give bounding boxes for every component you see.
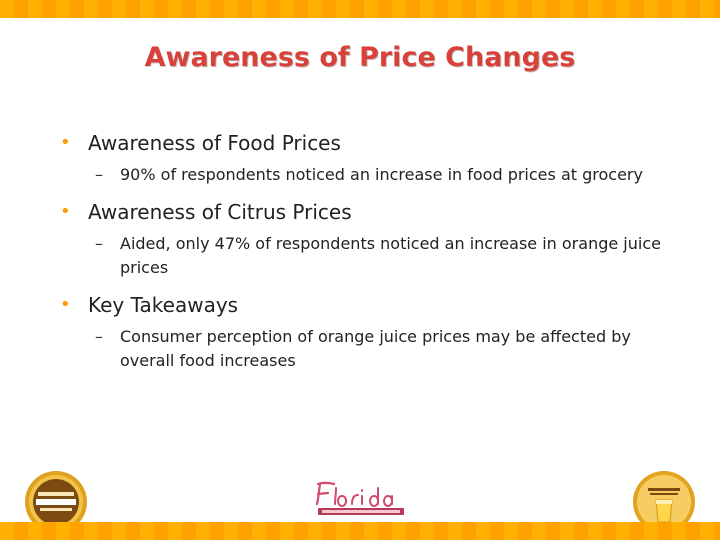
bullet-item: • Key Takeaways <box>60 292 680 318</box>
dash-icon: – <box>95 327 103 346</box>
juice-seal-icon <box>633 471 695 533</box>
dash-icon: – <box>95 165 103 184</box>
sub-bullet-item: – 90% of respondents noticed an increase… <box>60 163 680 187</box>
bullet-item: • Awareness of Food Prices <box>60 130 680 156</box>
bullet-text: Awareness of Citrus Prices <box>88 200 352 224</box>
sub-bullet-item: – Aided, only 47% of respondents noticed… <box>60 232 680 280</box>
top-decorative-stripe <box>0 0 720 18</box>
bullet-dot-icon: • <box>60 132 71 153</box>
sub-bullet-text: Consumer perception of orange juice pric… <box>120 327 631 370</box>
bottom-decorative-stripe <box>0 522 720 540</box>
sub-bullet-text: Aided, only 47% of respondents noticed a… <box>120 234 661 277</box>
bullet-list: • Awareness of Food Prices – 90% of resp… <box>60 130 680 373</box>
slide-title: Awareness of Price Changes <box>144 42 576 73</box>
florida-grapefruit-logo <box>315 481 404 515</box>
bullet-dot-icon: • <box>60 294 71 315</box>
bullet-text: Awareness of Food Prices <box>88 131 341 155</box>
bullet-item: • Awareness of Citrus Prices <box>60 199 680 225</box>
sub-bullet-text: 90% of respondents noticed an increase i… <box>120 165 643 184</box>
sub-bullet-item: – Consumer perception of orange juice pr… <box>60 325 680 373</box>
bullet-text: Key Takeaways <box>88 293 239 317</box>
bullet-dot-icon: • <box>60 201 71 222</box>
dash-icon: – <box>95 234 103 253</box>
fresh-from-florida-seal-icon <box>25 471 87 533</box>
